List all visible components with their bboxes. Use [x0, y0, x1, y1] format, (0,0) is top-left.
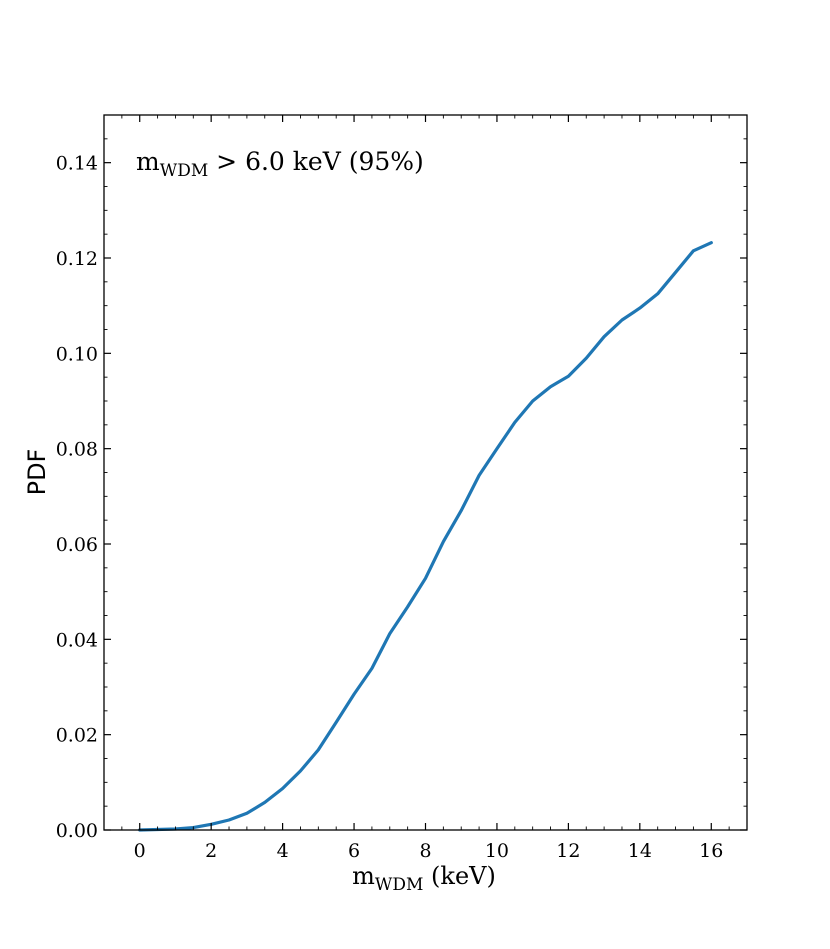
y-tick-label: 0.06: [56, 534, 98, 556]
plot-frame: [103, 114, 748, 831]
annotation-text: > 6.0 keV (95%): [208, 147, 424, 176]
y-axis-title: PDF: [23, 449, 51, 496]
x-axis-unit: (keV): [423, 862, 495, 890]
y-tick-label: 0.00: [56, 820, 98, 842]
chart-annotation: mWDM > 6.0 keV (95%): [136, 147, 424, 181]
y-tick-label: 0.12: [56, 248, 98, 270]
x-tick-label: 4: [277, 840, 289, 862]
x-axis-sub: WDM: [375, 875, 424, 895]
y-tick-label: 0.10: [56, 343, 98, 365]
x-tick-label: 2: [205, 840, 217, 862]
x-tick-label: 6: [348, 840, 360, 862]
y-tick-label: 0.04: [56, 629, 98, 651]
x-tick-label: 10: [485, 840, 509, 862]
annotation-sub: WDM: [160, 161, 209, 181]
x-tick-label: 16: [699, 840, 723, 862]
x-tick-label: 14: [628, 840, 652, 862]
y-tick-label: 0.14: [56, 153, 98, 175]
series-line-0: [138, 241, 713, 832]
x-axis-var: m: [352, 862, 375, 890]
y-tick-label: 0.02: [56, 725, 98, 747]
x-axis-title: mWDM (keV): [352, 862, 496, 895]
x-tick-label: 0: [134, 840, 146, 862]
plot-area: 0 2 4 6 8 10 12 14 16 0.00 0.02 0.04 0.06 0.08 0.10 0.1…: [56, 114, 748, 862]
y-tick-label: 0.08: [56, 439, 98, 461]
x-tick-label: 12: [556, 840, 580, 862]
x-tick-label: 8: [419, 840, 431, 862]
annotation-var: m: [136, 147, 160, 176]
